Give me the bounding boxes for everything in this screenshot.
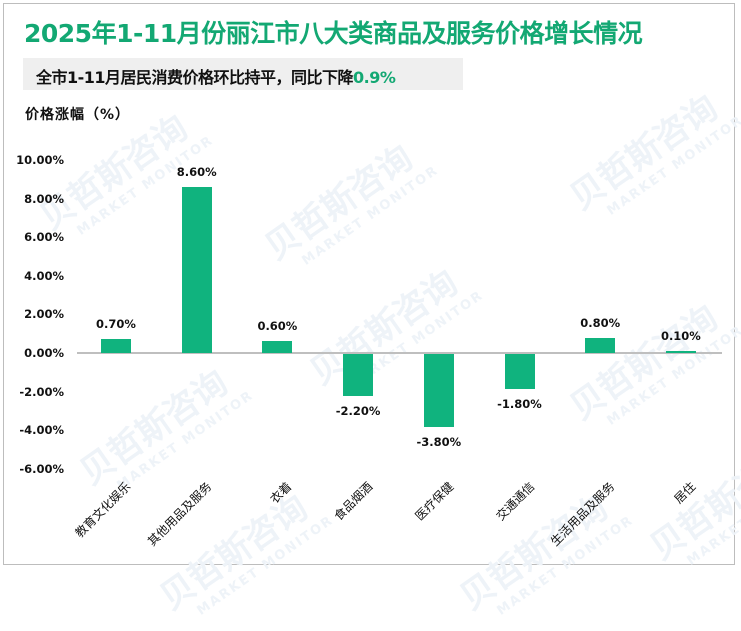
data-label: 0.80% — [580, 315, 621, 330]
data-label: 8.60% — [176, 165, 217, 180]
subtitle: 全市1-11月居民消费价格环比持平，同比下降0.9% — [36, 64, 396, 88]
bar — [181, 187, 212, 353]
subtitle-highlight: 0.9% — [353, 68, 396, 87]
data-label: -2.20% — [335, 404, 381, 419]
data-label: 0.70% — [96, 317, 136, 332]
bar — [423, 354, 454, 428]
y-tick-label: 8.00% — [24, 191, 64, 206]
bar — [262, 341, 293, 353]
y-axis-label: 价格涨幅（%） — [25, 107, 131, 123]
y-tick-label: -2.00% — [19, 384, 64, 399]
y-tick-label: 6.00% — [24, 230, 64, 245]
bar — [101, 339, 131, 353]
bar — [665, 351, 696, 353]
y-tick-label: 4.00% — [24, 268, 64, 283]
y-tick-label: -6.00% — [19, 461, 64, 476]
data-label: 0.10% — [660, 329, 701, 343]
y-tick-label: 10.00% — [16, 153, 64, 167]
y-tick-label: -4.00% — [19, 423, 64, 438]
bar — [585, 337, 616, 353]
y-tick-label: 0.00% — [24, 346, 64, 360]
chart-frame — [3, 3, 735, 565]
chart-title: 2025年1-11月份丽江市八大类商品及服务价格增长情况 — [24, 19, 643, 48]
y-tick-label: 2.00% — [24, 307, 64, 322]
data-label: -1.80% — [497, 396, 542, 411]
subtitle-text: 全市1-11月居民消费价格环比持平，同比下降 — [36, 68, 354, 87]
bar — [504, 354, 535, 389]
data-label: 0.60% — [257, 319, 298, 334]
subtitle-box: 全市1-11月居民消费价格环比持平，同比下降0.9% — [23, 58, 463, 90]
data-label: -3.80% — [416, 435, 462, 450]
x-axis-line — [77, 352, 722, 354]
bar — [343, 354, 374, 397]
